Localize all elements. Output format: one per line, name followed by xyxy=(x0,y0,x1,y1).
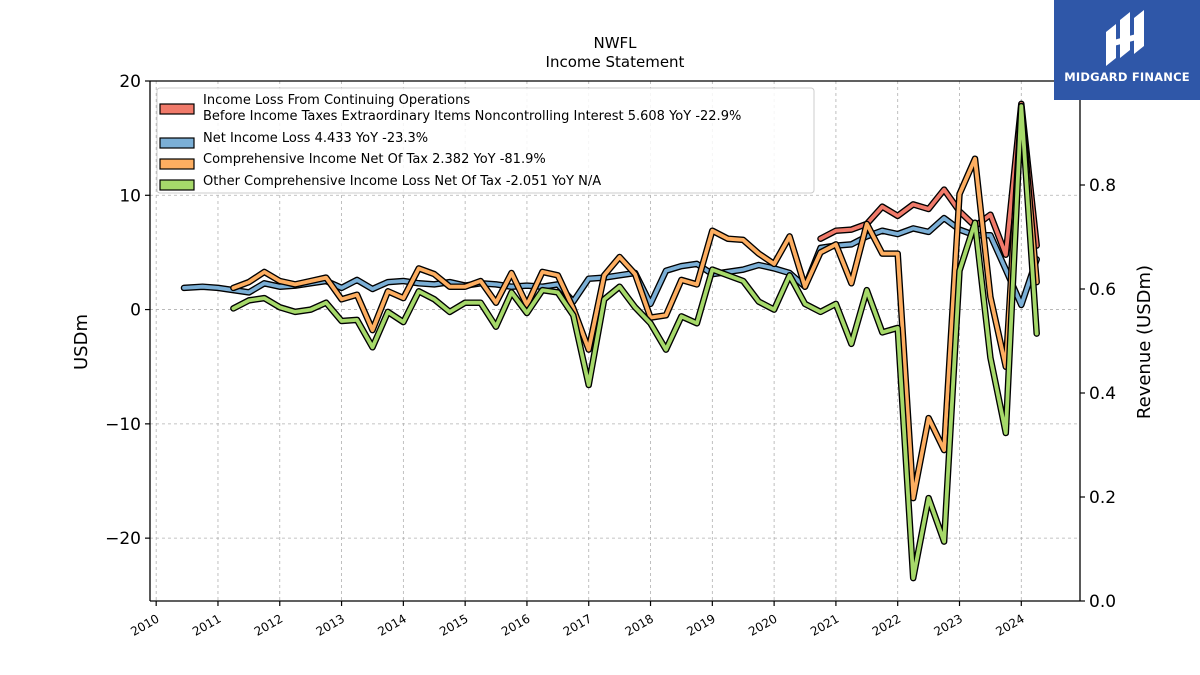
x-tick-label: 2011 xyxy=(190,611,223,638)
x-tick-label: 2022 xyxy=(870,611,903,638)
y2-tick-label: 0.4 xyxy=(1089,384,1116,404)
legend-swatch xyxy=(159,179,195,191)
legend-swatch xyxy=(159,137,195,149)
x-tick-label: 2015 xyxy=(437,611,470,638)
y2-tick-label: 0.0 xyxy=(1089,592,1116,612)
midgard-logo-icon xyxy=(1106,10,1144,66)
x-tick-label: 2019 xyxy=(684,611,717,638)
legend: Income Loss From Continuing OperationsBe… xyxy=(156,87,815,194)
x-tick-label: 2024 xyxy=(993,611,1026,638)
x-tick-label: 2010 xyxy=(128,611,161,638)
legend-label: Before Income Taxes Extraordinary Items … xyxy=(203,109,741,124)
chart-title: NWFL xyxy=(593,34,637,52)
y-axis-label: USDm xyxy=(71,314,92,370)
y2-axis-label: Revenue (USDm) xyxy=(1134,265,1155,419)
x-tick-label: 2017 xyxy=(561,611,594,638)
brand-logo: MIDGARD FINANCE xyxy=(1054,0,1200,100)
brand-name: MIDGARD FINANCE xyxy=(1064,70,1190,84)
legend-swatch xyxy=(159,103,195,115)
series-line-3 xyxy=(231,104,1039,501)
legend-label: Income Loss From Continuing Operations xyxy=(203,93,470,108)
x-tick-label: 2020 xyxy=(746,611,779,638)
y-tick-label: 10 xyxy=(119,186,141,206)
legend-box xyxy=(156,87,815,194)
y2-tick-label: 0.6 xyxy=(1089,280,1116,300)
x-tick-label: 2021 xyxy=(808,611,841,638)
legend-swatch xyxy=(159,158,195,170)
y-tick-label: 20 xyxy=(119,72,141,92)
x-tick-label: 2012 xyxy=(252,611,285,638)
legend-label: Other Comprehensive Income Loss Net Of T… xyxy=(203,174,601,189)
y-tick-label: −10 xyxy=(105,415,141,435)
legend-label: Comprehensive Income Net Of Tax 2.382 Yo… xyxy=(203,152,546,167)
legend-label: Net Income Loss 4.433 YoY -23.3% xyxy=(203,131,428,146)
x-tick-label: 2013 xyxy=(314,611,347,638)
y2-tick-label: 0.2 xyxy=(1089,488,1116,508)
chart-subtitle: Income Statement xyxy=(546,53,685,71)
series-line-1 xyxy=(818,102,1039,257)
y-tick-label: 0 xyxy=(130,301,141,321)
x-tick-label: 2023 xyxy=(932,611,965,638)
series-line-4 xyxy=(231,104,1039,580)
series-lines xyxy=(180,100,1040,582)
y-tick-label: −20 xyxy=(105,529,141,549)
x-tick-label: 2014 xyxy=(375,611,408,638)
x-tick-label: 2016 xyxy=(499,611,532,638)
x-tick-label: 2018 xyxy=(623,611,656,638)
y2-tick-label: 0.8 xyxy=(1089,176,1116,196)
